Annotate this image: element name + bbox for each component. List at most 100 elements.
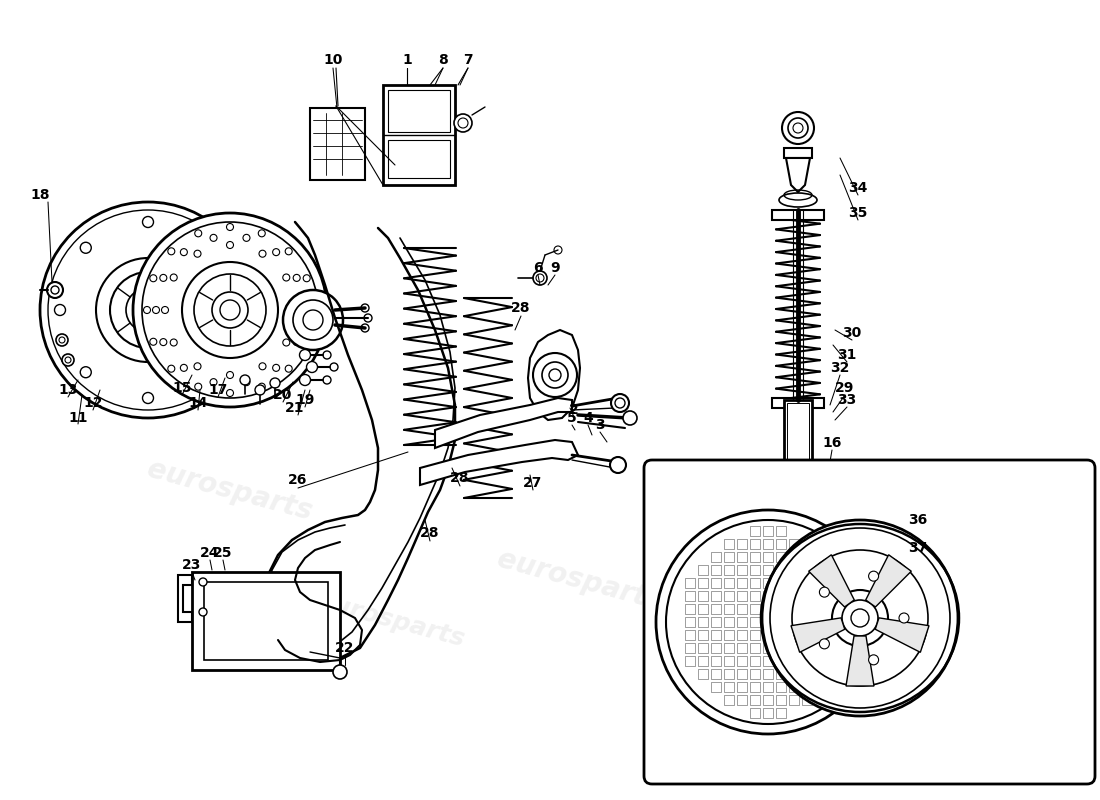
Text: 32: 32 (830, 361, 849, 375)
Ellipse shape (779, 193, 817, 207)
Bar (737, 604, 747, 614)
Circle shape (199, 578, 207, 586)
Bar (388, 140, 450, 178)
Text: 29: 29 (835, 381, 855, 395)
Bar (776, 643, 786, 653)
Circle shape (333, 665, 346, 679)
Bar (784, 400, 812, 512)
Bar (310, 108, 365, 180)
Circle shape (534, 271, 547, 285)
Bar (802, 539, 812, 549)
Polygon shape (876, 618, 930, 652)
Bar (750, 656, 760, 666)
Bar (776, 656, 786, 666)
Text: 22: 22 (336, 641, 354, 655)
Circle shape (283, 290, 343, 350)
Text: eurosparts: eurosparts (312, 589, 468, 651)
Bar (802, 669, 812, 679)
Bar (737, 591, 747, 601)
Bar (784, 148, 812, 158)
Bar (763, 695, 773, 705)
Bar (698, 604, 708, 614)
Bar (750, 604, 760, 614)
Text: 17: 17 (208, 383, 228, 397)
Bar (750, 630, 760, 640)
Polygon shape (791, 618, 845, 652)
Bar (828, 617, 838, 627)
Bar (776, 578, 786, 588)
Bar (786, 403, 808, 508)
Bar (763, 526, 773, 536)
Circle shape (610, 394, 629, 412)
Text: 18: 18 (31, 188, 50, 202)
Circle shape (534, 353, 578, 397)
Text: 4: 4 (583, 411, 593, 425)
Bar (685, 656, 695, 666)
Bar (192, 572, 340, 670)
Bar (815, 682, 825, 692)
Text: 28: 28 (420, 526, 440, 540)
Bar (828, 565, 838, 575)
Bar (724, 630, 734, 640)
Bar (763, 708, 773, 718)
Bar (698, 591, 708, 601)
Bar (802, 643, 812, 653)
Text: 5: 5 (568, 411, 576, 425)
Text: 6: 6 (534, 261, 542, 275)
Bar (776, 552, 786, 562)
Text: 7: 7 (463, 53, 473, 67)
Bar (685, 604, 695, 614)
Bar (737, 539, 747, 549)
Bar (763, 630, 773, 640)
Bar (763, 578, 773, 588)
Bar (711, 669, 720, 679)
Ellipse shape (782, 509, 814, 531)
Circle shape (299, 374, 310, 386)
Polygon shape (178, 575, 192, 622)
Polygon shape (808, 554, 855, 607)
Bar (802, 630, 812, 640)
Circle shape (47, 282, 63, 298)
Text: 13: 13 (58, 383, 78, 397)
Bar (802, 578, 812, 588)
Bar (724, 565, 734, 575)
Bar (802, 682, 812, 692)
Bar (776, 591, 786, 601)
Bar (802, 591, 812, 601)
Bar (828, 630, 838, 640)
Bar (828, 604, 838, 614)
Bar (750, 617, 760, 627)
Bar (750, 682, 760, 692)
Bar (802, 565, 812, 575)
Bar (724, 552, 734, 562)
Bar (815, 630, 825, 640)
Bar (388, 90, 450, 132)
Bar (711, 656, 720, 666)
Bar (842, 578, 851, 588)
Bar (698, 578, 708, 588)
Bar (776, 539, 786, 549)
Bar (711, 591, 720, 601)
Text: 14: 14 (188, 396, 208, 410)
Bar (763, 682, 773, 692)
Text: 10: 10 (323, 53, 343, 67)
Bar (789, 617, 799, 627)
Bar (750, 695, 760, 705)
Bar (776, 526, 786, 536)
Bar (750, 552, 760, 562)
Text: 27: 27 (524, 476, 542, 490)
Bar (776, 695, 786, 705)
Bar (711, 682, 720, 692)
Circle shape (820, 587, 829, 597)
Circle shape (307, 362, 318, 373)
Bar (842, 630, 851, 640)
Bar (842, 617, 851, 627)
Bar (772, 398, 824, 408)
Circle shape (899, 613, 909, 623)
Bar (711, 604, 720, 614)
Circle shape (56, 334, 68, 346)
Circle shape (832, 590, 888, 646)
Circle shape (62, 354, 74, 366)
Bar (802, 617, 812, 627)
Bar (763, 604, 773, 614)
